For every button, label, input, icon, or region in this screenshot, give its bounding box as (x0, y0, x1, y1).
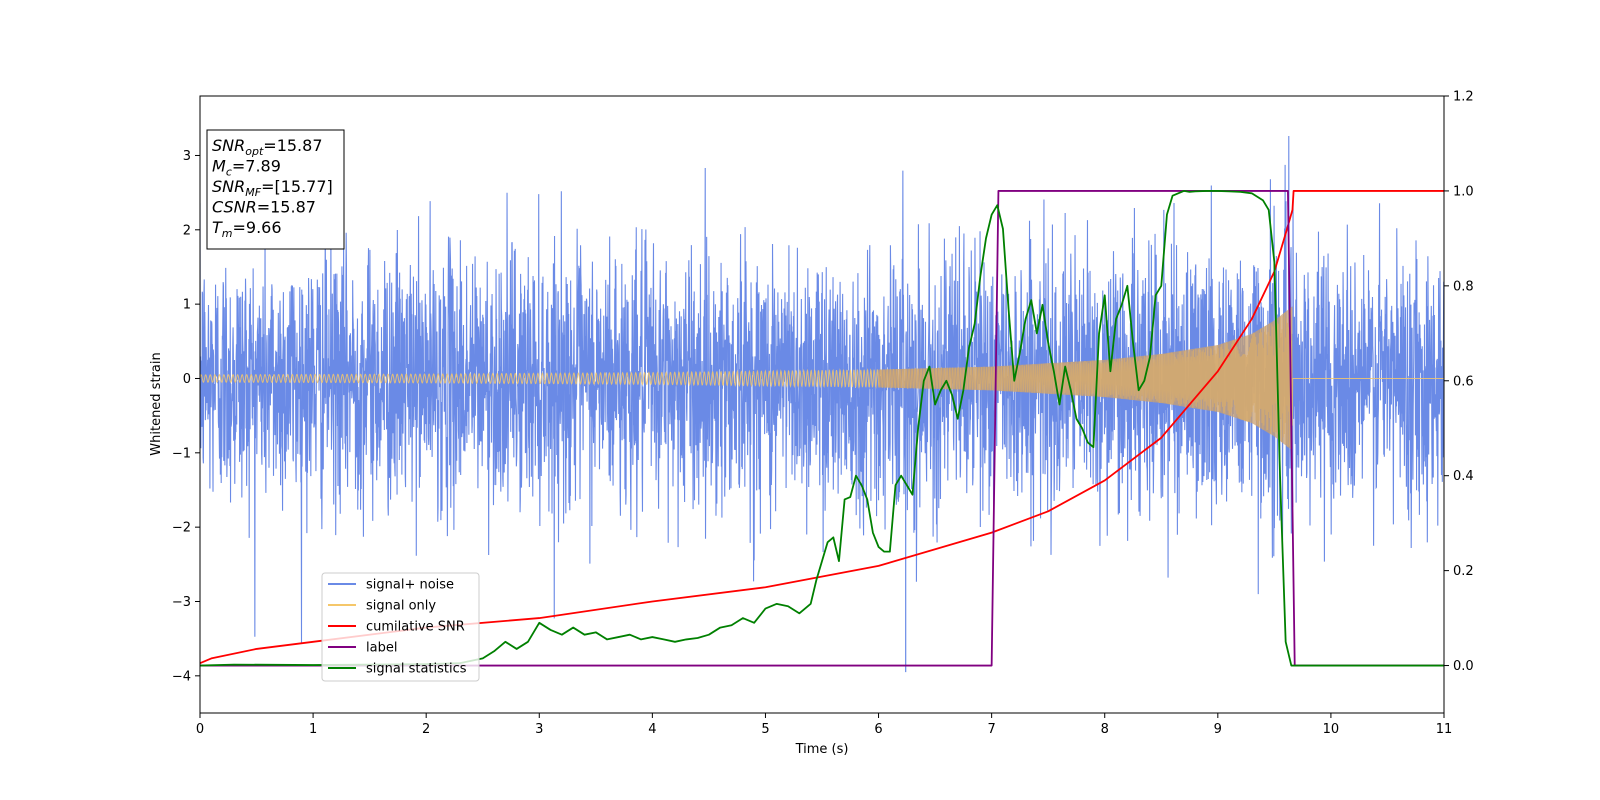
x-tick-label: 1 (309, 722, 317, 737)
x-tick-label: 11 (1436, 722, 1453, 737)
signal-only-envelope (878, 306, 1293, 451)
x-tick-label: 10 (1323, 722, 1340, 737)
annotation-line: SNRMF=[15.77] (212, 177, 333, 199)
annotation-line: CSNR=15.87 (212, 198, 316, 217)
plot-content (200, 136, 1444, 673)
x-tick-label: 5 (761, 722, 769, 737)
plot-frame (199, 95, 1445, 714)
legend-label: signal only (366, 599, 436, 614)
x-axis-label: Time (s) (795, 742, 849, 757)
legend-label: cumilative SNR (366, 620, 465, 635)
annotation-line: SNRopt=15.87 (212, 136, 323, 158)
legend-frame (321, 572, 480, 682)
y-axis-label: Whitened strain (149, 352, 164, 455)
y-tick-label: −3 (172, 595, 191, 610)
y2-tick-label: 1.0 (1453, 184, 1474, 199)
x-tick-label: 2 (422, 722, 430, 737)
y-tick-label: 3 (183, 149, 191, 164)
x-tick-label: 3 (535, 722, 543, 737)
x-tick-label: 8 (1101, 722, 1109, 737)
y-tick-label: 2 (183, 223, 191, 238)
legend: signal+ noise signal only cumilative SNR la… (321, 572, 480, 682)
y2-tick-label: 0.2 (1453, 564, 1474, 579)
y-axis-left: −4 −3 −2 −1 0 1 2 3 (172, 149, 200, 684)
annotation-line: Mc=7.89 (212, 157, 281, 179)
legend-label: signal statistics (366, 662, 467, 677)
y2-tick-label: 0.4 (1453, 469, 1474, 484)
x-tick-label: 0 (196, 722, 204, 737)
series-signal-statistics (200, 190, 1444, 667)
y2-tick-label: 1.2 (1453, 90, 1474, 105)
x-tick-label: 7 (987, 722, 995, 737)
legend-label: label (366, 641, 397, 656)
y-tick-label: −2 (172, 521, 191, 536)
x-tick-label: 4 (648, 722, 656, 737)
y-tick-label: 0 (183, 372, 191, 387)
legend-label: signal+ noise (366, 578, 454, 593)
y2-tick-label: 0.0 (1453, 659, 1474, 674)
y-tick-label: −1 (172, 446, 191, 461)
annotation-line: Tm=9.66 (212, 218, 282, 240)
y-axis-right: 0.0 0.2 0.4 0.6 0.8 1.0 1.2 (1444, 90, 1474, 674)
annotation-box: SNRopt=15.87Mc=7.89SNRMF=[15.77]CSNR=15.… (206, 129, 345, 250)
annotation-frame (206, 129, 345, 250)
y2-tick-label: 0.8 (1453, 279, 1474, 294)
y2-tick-label: 0.6 (1453, 374, 1474, 389)
x-axis: 0 1 2 3 4 5 6 7 8 9 10 11 (196, 713, 1452, 737)
x-tick-label: 6 (874, 722, 882, 737)
signal-statistics-line (200, 190, 1444, 667)
x-tick-label: 9 (1214, 722, 1222, 737)
y-tick-label: −4 (172, 669, 191, 684)
y-tick-label: 1 (183, 298, 191, 313)
series-signal-only (200, 306, 1444, 451)
